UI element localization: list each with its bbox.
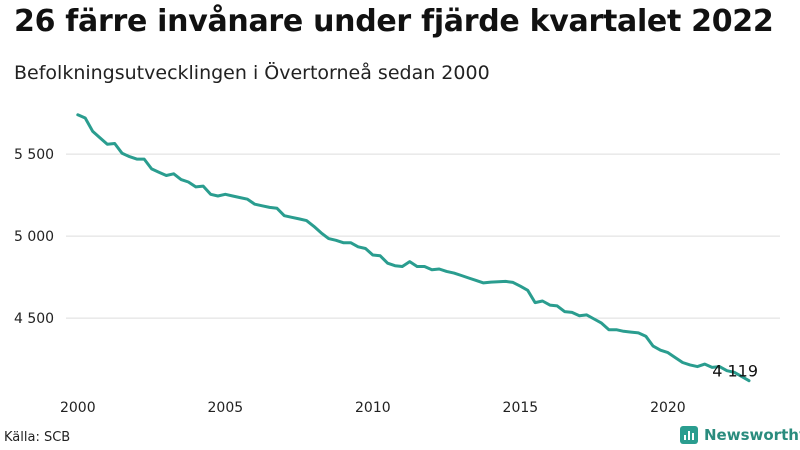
x-tick-label: 2000: [60, 400, 96, 416]
grid-lines: [66, 153, 780, 319]
y-tick-label: 4 500: [14, 311, 54, 327]
x-axis-ticks: 2000 2005 2010 2015 2020: [60, 400, 686, 416]
brand-logo: Newsworthy: [680, 426, 800, 444]
bar-chart-icon: [680, 426, 698, 444]
y-tick-label: 5 000: [14, 229, 54, 245]
y-tick-label: 5 500: [14, 147, 54, 163]
chart-subtitle: Befolkningsutvecklingen i Övertorneå sed…: [14, 62, 490, 84]
x-tick-label: 2005: [208, 400, 244, 416]
chart-title: 26 färre invånare under fjärde kvartalet…: [14, 4, 774, 39]
x-tick-label: 2015: [503, 400, 539, 416]
end-label-layer: 4 119: [712, 362, 758, 381]
source-note: Källa: SCB: [4, 430, 71, 445]
series-layer: [76, 113, 751, 383]
x-tick-label: 2010: [355, 400, 391, 416]
y-axis-ticks: 4 500 5 000 5 500: [14, 147, 54, 327]
end-value-label: 4 119: [712, 362, 758, 381]
x-tick-label: 2020: [650, 400, 686, 416]
series-line: [76, 113, 751, 383]
brand-name: Newsworthy: [704, 426, 800, 444]
